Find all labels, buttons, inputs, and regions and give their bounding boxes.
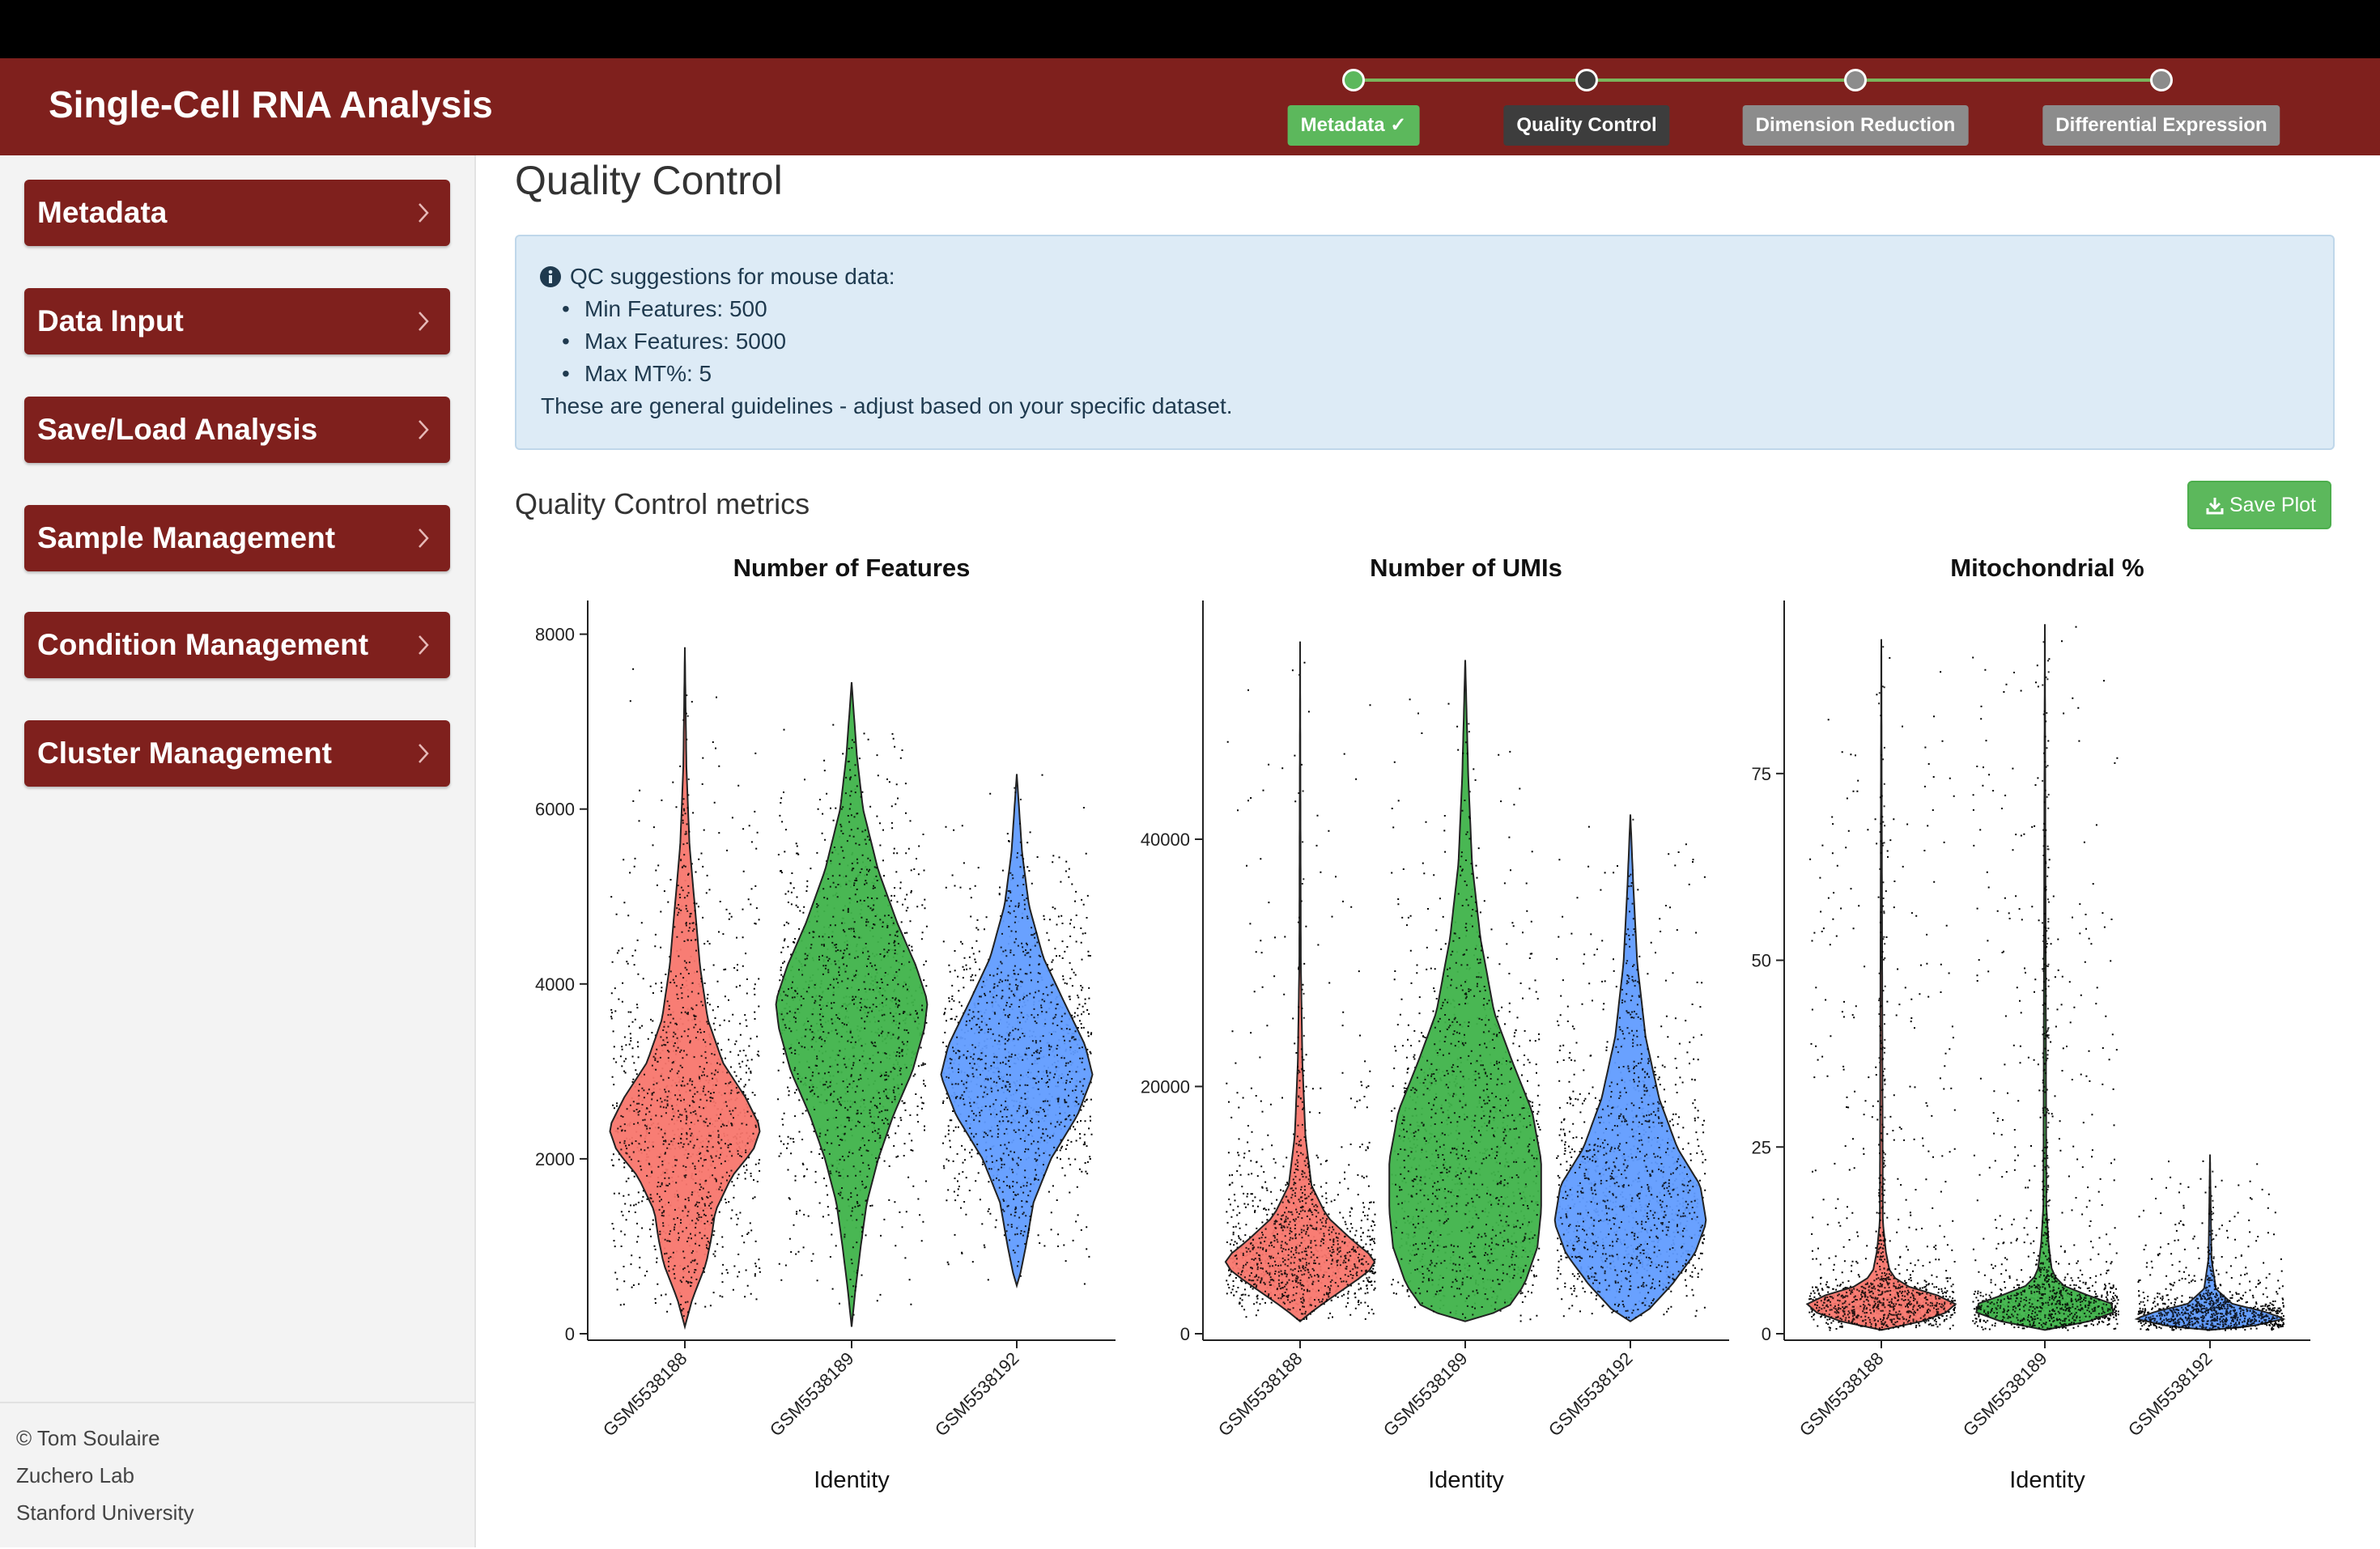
y-tick-label: 0 bbox=[565, 1324, 575, 1344]
qc-suggestions-alert: QC suggestions for mouse data: Min Featu… bbox=[515, 235, 2335, 450]
x-axis-title: Identity bbox=[2009, 1467, 2085, 1493]
x-axis-title: Identity bbox=[814, 1467, 890, 1493]
step-dot-dimension-reduction[interactable] bbox=[1844, 69, 1867, 91]
violin-GSM5538192[interactable] bbox=[940, 774, 1094, 1289]
chevron-right-icon bbox=[419, 203, 429, 223]
y-tick-label: 40000 bbox=[1141, 830, 1190, 850]
y-tick-label: 50 bbox=[1752, 951, 1771, 971]
y-tick-label: 8000 bbox=[535, 625, 575, 645]
info-circle-icon bbox=[540, 266, 561, 287]
step-dot-differential-expression[interactable] bbox=[2150, 69, 2173, 91]
y-tick-label: 2000 bbox=[535, 1149, 575, 1169]
plot-title: Mitochondrial % bbox=[1950, 554, 2144, 582]
sidebar-item-condition-management[interactable]: Condition Management bbox=[24, 612, 450, 678]
list-item: Max Features: 5000 bbox=[562, 329, 786, 354]
navbar: Single-Cell RNA Analysis Metadata ✓ Qual… bbox=[0, 58, 2380, 155]
step-differential-expression[interactable]: Differential Expression bbox=[2042, 105, 2280, 146]
list-item: Min Features: 500 bbox=[562, 296, 767, 322]
cell-points-overlay bbox=[1814, 646, 1952, 1331]
x-tick-label: GSM5538188 bbox=[1214, 1348, 1307, 1441]
violin-GSM5538189[interactable] bbox=[1388, 660, 1542, 1322]
save-plot-button[interactable]: Save Plot bbox=[2187, 481, 2331, 529]
chevron-right-icon bbox=[419, 635, 429, 655]
step-connector bbox=[1354, 79, 1587, 82]
chevron-right-icon bbox=[419, 744, 429, 763]
app-title: Single-Cell RNA Analysis bbox=[49, 83, 493, 125]
x-tick-label: GSM5538192 bbox=[1545, 1348, 1637, 1441]
y-tick-label: 6000 bbox=[535, 800, 575, 820]
sidebar-item-label: Metadata bbox=[37, 196, 168, 229]
sidebar-item-label: Sample Management bbox=[37, 521, 336, 554]
x-axis-title: Identity bbox=[1428, 1467, 1504, 1493]
sidebar-item-save-load-analysis[interactable]: Save/Load Analysis bbox=[24, 397, 450, 463]
cell-points-overlay bbox=[1234, 790, 1370, 1322]
x-tick-label: GSM5538188 bbox=[599, 1348, 691, 1441]
metrics-section-title: Quality Control metrics bbox=[515, 487, 810, 520]
download-icon bbox=[2206, 498, 2224, 515]
qc-metrics-plots: Number of Features 0 2000 4000 6000 8000 GSM55… bbox=[518, 542, 2340, 1513]
sidebar-footer: © Tom Soulaire Zuchero Lab Stanford Univ… bbox=[0, 1402, 474, 1549]
violin-GSM5538188[interactable] bbox=[1805, 639, 1957, 1331]
y-tick-label: 20000 bbox=[1141, 1076, 1190, 1097]
qc-violin-chart: Number of Features 0 2000 4000 6000 8000 GSM55… bbox=[535, 554, 2310, 1493]
chevron-right-icon bbox=[419, 528, 429, 548]
sidebar: Metadata Data Input Save/Load Analysis S… bbox=[0, 155, 476, 1547]
x-tick-label: GSM5538189 bbox=[1959, 1348, 2051, 1441]
cell-points-overlay bbox=[946, 787, 1086, 1277]
sidebar-item-data-input[interactable]: Data Input bbox=[24, 288, 450, 354]
step-dot-quality-control[interactable] bbox=[1575, 69, 1598, 91]
x-tick-label: GSM5538189 bbox=[766, 1348, 858, 1441]
footer-lab: Zuchero Lab bbox=[16, 1463, 134, 1487]
sidebar-item-sample-management[interactable]: Sample Management bbox=[24, 505, 450, 571]
cell-points-overlay bbox=[2144, 1170, 2278, 1331]
alert-footer: These are general guidelines - adjust ba… bbox=[541, 393, 1233, 418]
chevron-right-icon bbox=[419, 312, 429, 331]
x-tick-label: GSM5538189 bbox=[1379, 1348, 1472, 1441]
violin-GSM5538192[interactable] bbox=[1553, 814, 1707, 1322]
plot-title: Number of UMIs bbox=[1370, 554, 1562, 582]
sidebar-item-cluster-management[interactable]: Cluster Management bbox=[24, 720, 450, 787]
violin-GSM5538188[interactable] bbox=[1224, 641, 1376, 1322]
step-dimension-reduction[interactable]: Dimension Reduction bbox=[1742, 105, 1969, 146]
list-item: Max MT%: 5 bbox=[562, 361, 712, 387]
x-tick-label: GSM5538188 bbox=[1796, 1348, 1888, 1441]
footer-copyright: © Tom Soulaire bbox=[16, 1426, 160, 1450]
y-tick-label: 0 bbox=[1180, 1324, 1190, 1344]
violin-GSM5538189[interactable] bbox=[775, 681, 929, 1327]
sidebar-item-label: Data Input bbox=[37, 304, 184, 337]
sidebar-item-label: Condition Management bbox=[37, 628, 369, 661]
step-connector bbox=[1587, 79, 1855, 82]
step-connector bbox=[1855, 79, 2161, 82]
chevron-right-icon bbox=[419, 420, 429, 439]
step-metadata[interactable]: Metadata ✓ bbox=[1287, 105, 1420, 146]
violin-GSM5538192[interactable] bbox=[2134, 1154, 2286, 1331]
y-tick-label: 0 bbox=[1762, 1324, 1771, 1344]
x-tick-label: GSM5538192 bbox=[2124, 1348, 2216, 1441]
y-tick-label: 4000 bbox=[535, 974, 575, 995]
sidebar-item-metadata[interactable]: Metadata bbox=[24, 180, 450, 246]
step-quality-control[interactable]: Quality Control bbox=[1503, 105, 1670, 146]
cell-points-overlay bbox=[1977, 641, 2115, 1330]
alert-heading: QC suggestions for mouse data: bbox=[570, 264, 895, 289]
y-tick-label: 25 bbox=[1752, 1137, 1771, 1157]
page-title: Quality Control bbox=[515, 158, 783, 203]
step-dot-metadata[interactable] bbox=[1342, 69, 1365, 91]
plot-title: Number of Features bbox=[733, 554, 971, 582]
footer-university: Stanford University bbox=[16, 1500, 194, 1525]
save-plot-label: Save Plot bbox=[2229, 494, 2317, 516]
y-tick-label: 75 bbox=[1752, 764, 1771, 784]
sidebar-item-label: Cluster Management bbox=[37, 736, 332, 770]
violin-GSM5538189[interactable] bbox=[1975, 624, 2114, 1331]
top-blackbar bbox=[0, 0, 2380, 58]
x-tick-label: GSM5538192 bbox=[931, 1348, 1023, 1441]
sidebar-item-label: Save/Load Analysis bbox=[37, 413, 318, 446]
workflow-stepper: Metadata ✓ Quality Control Dimension Red… bbox=[0, 58, 2380, 155]
